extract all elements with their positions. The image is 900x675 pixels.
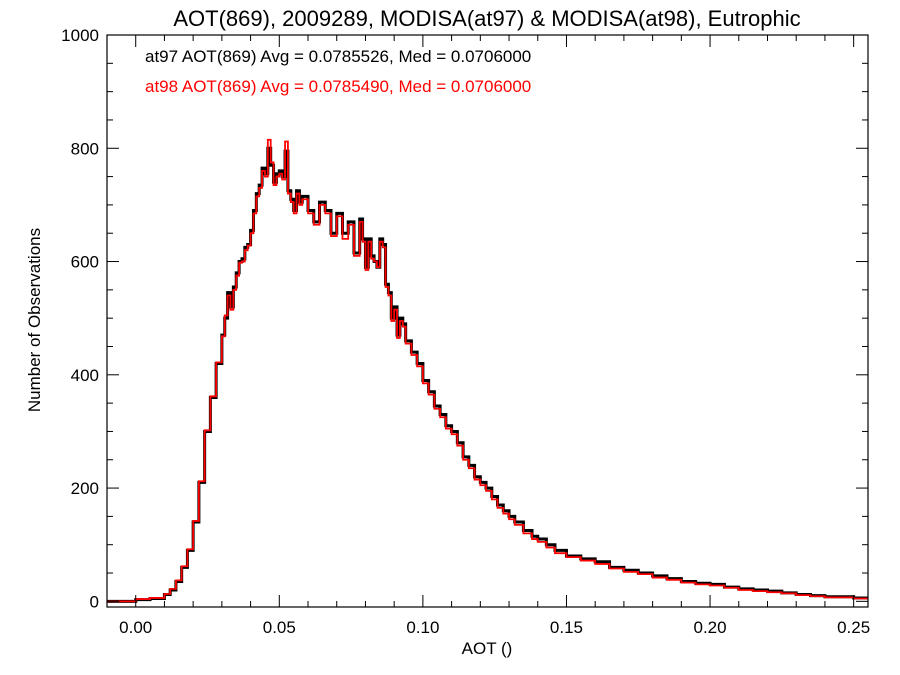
chart-title: AOT(869), 2009289, MODISA(at97) & MODISA… — [173, 6, 800, 31]
x-tick-label: 0.20 — [694, 618, 727, 637]
y-tick-label: 400 — [71, 366, 99, 385]
y-axis-label: Number of Observations — [25, 228, 44, 412]
y-tick-label: 200 — [71, 479, 99, 498]
series-layer — [107, 138, 868, 603]
annotation-at97: at97 AOT(869) Avg = 0.0785526, Med = 0.0… — [145, 47, 531, 66]
annotation-at98: at98 AOT(869) Avg = 0.0785490, Med = 0.0… — [145, 77, 531, 96]
x-tick-label: 0.05 — [263, 618, 296, 637]
x-tick-label: 0.00 — [119, 618, 152, 637]
series-at97-line — [107, 146, 868, 603]
ticks-layer: 0.00 0.05 0.10 0.15 0.20 0.25 0 200 400 600 800 100… — [61, 26, 870, 637]
y-tick-label: 600 — [71, 253, 99, 272]
plot-frame — [106, 34, 869, 608]
y-tick-label: 1000 — [61, 26, 99, 45]
y-tick-label: 0 — [90, 592, 99, 611]
x-tick-label: 0.15 — [550, 618, 583, 637]
y-tick-label: 800 — [71, 139, 99, 158]
x-axis-label: AOT () — [462, 639, 513, 658]
x-tick-label: 0.10 — [406, 618, 439, 637]
series-at98-line — [107, 138, 868, 603]
x-tick-label: 0.25 — [837, 618, 870, 637]
